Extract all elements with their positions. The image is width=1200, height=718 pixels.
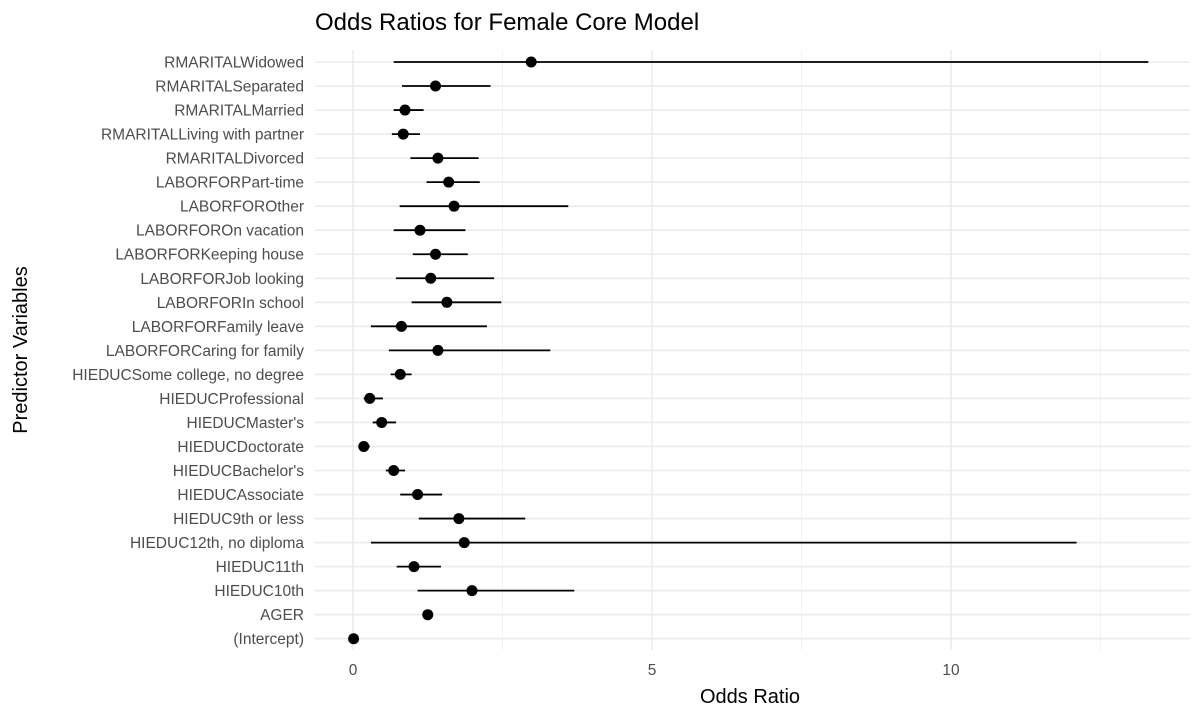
estimate-point	[432, 152, 444, 164]
estimate-point	[441, 296, 453, 308]
estimate-point	[432, 344, 444, 356]
y-tick-labels: RMARITALWidowed RMARITALSeparated RMARITAL…	[72, 55, 304, 649]
x-tick-label: 10	[942, 662, 960, 679]
y-tick-label: RMARITALSeparated	[155, 79, 304, 96]
x-tick-label: 0	[349, 662, 358, 679]
x-tick-label: 5	[648, 662, 657, 679]
estimate-point	[397, 128, 409, 140]
y-tick-label: HIEDUC10th	[214, 583, 304, 600]
estimate-point	[399, 104, 411, 116]
y-tick-label: LABORFORPart-time	[156, 175, 304, 192]
estimate-point	[414, 224, 426, 236]
estimate-point	[430, 248, 442, 260]
estimate-point	[388, 465, 400, 477]
estimate-point	[348, 633, 360, 645]
y-tick-label: HIEDUCSome college, no degree	[72, 367, 304, 384]
estimate-point	[430, 80, 442, 92]
estimate-point	[394, 368, 406, 380]
y-tick-label: AGER	[260, 607, 304, 624]
estimate-point	[412, 489, 424, 501]
estimate-point	[525, 56, 537, 68]
estimate-point	[425, 272, 437, 284]
estimate-point	[364, 392, 376, 404]
estimate-point	[453, 513, 465, 525]
confidence-intervals	[361, 61, 1149, 592]
estimate-point	[448, 200, 460, 212]
y-tick-label: RMARITALLiving with partner	[101, 127, 304, 144]
estimate-point	[376, 416, 388, 428]
estimate-points	[348, 56, 537, 645]
y-tick-label: HIEDUCBachelor's	[173, 463, 305, 480]
y-tick-label: RMARITALDivorced	[166, 151, 304, 168]
y-tick-label: LABORFORKeeping house	[115, 247, 304, 264]
estimate-point	[408, 561, 420, 573]
estimate-point	[458, 537, 470, 549]
y-tick-label: HIEDUCDoctorate	[177, 439, 304, 456]
estimate-point	[395, 320, 407, 332]
y-tick-label: (Intercept)	[233, 631, 304, 648]
x-axis-title: Odds Ratio	[700, 686, 800, 708]
estimate-point	[466, 585, 478, 597]
y-tick-label: HIEDUCMaster's	[187, 415, 305, 432]
y-tick-label: HIEDUC12th, no diploma	[130, 535, 304, 552]
y-tick-label: LABORFORFamily leave	[132, 319, 304, 336]
estimate-point	[443, 176, 455, 188]
chart-title: Odds Ratios for Female Core Model	[315, 9, 699, 36]
y-tick-label: RMARITALWidowed	[164, 55, 304, 72]
y-tick-label: HIEDUCProfessional	[159, 391, 304, 408]
y-tick-label: LABORFORCaring for family	[106, 343, 304, 360]
estimate-point	[358, 440, 370, 452]
x-tick-labels: 0 5 10	[349, 662, 960, 679]
y-axis-title: Predictor Variables	[10, 266, 32, 433]
y-tick-label: LABORFOROn vacation	[136, 223, 304, 240]
y-tick-label: HIEDUC9th or less	[173, 511, 304, 528]
y-tick-label: LABORFORJob looking	[140, 271, 304, 288]
y-tick-label: RMARITALMarried	[174, 103, 304, 120]
y-tick-label: LABORFOROther	[180, 199, 304, 216]
y-tick-label: HIEDUCAssociate	[177, 487, 304, 504]
estimate-point	[422, 609, 434, 621]
y-tick-label: LABORFORIn school	[157, 295, 304, 312]
y-tick-label: HIEDUC11th	[216, 559, 304, 576]
